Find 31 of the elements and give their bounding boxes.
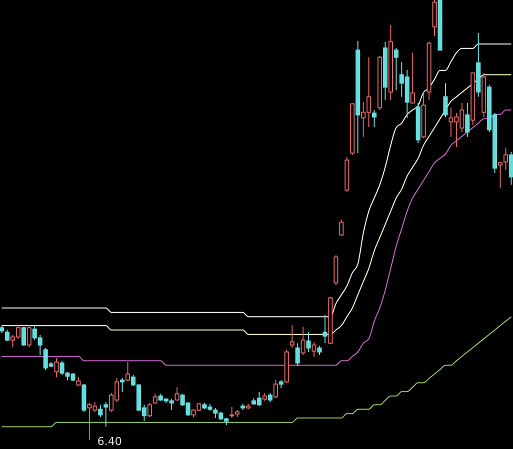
candlestick bbox=[104, 402, 108, 428]
candlestick bbox=[339, 220, 344, 236]
candlestick bbox=[317, 345, 322, 356]
candlestick bbox=[300, 326, 306, 356]
annotation: 6.40 bbox=[97, 435, 122, 448]
candlestick bbox=[498, 161, 503, 188]
candlestick bbox=[465, 102, 470, 138]
candlestick bbox=[290, 324, 294, 349]
candlestick bbox=[394, 47, 398, 91]
candlestick bbox=[372, 110, 377, 128]
candlestick bbox=[306, 332, 311, 352]
candlestick bbox=[230, 406, 234, 418]
candlestick bbox=[268, 392, 272, 403]
candlestick bbox=[54, 358, 59, 378]
candlestick bbox=[125, 362, 130, 382]
candlestick bbox=[26, 324, 32, 348]
candlestick bbox=[4, 330, 10, 342]
candlestick bbox=[322, 314, 328, 344]
candlestick bbox=[503, 147, 508, 170]
candlestick bbox=[508, 151, 513, 186]
candlestick bbox=[295, 342, 300, 367]
candlestick bbox=[21, 326, 26, 346]
candlestick bbox=[98, 404, 103, 418]
candlestick bbox=[147, 402, 152, 418]
candlestick bbox=[120, 377, 125, 393]
candlestick bbox=[312, 341, 316, 358]
candlestick bbox=[443, 82, 448, 118]
candlestick bbox=[152, 393, 158, 404]
candlestick bbox=[174, 386, 180, 402]
candlestick bbox=[410, 52, 415, 104]
candlestick bbox=[273, 380, 278, 399]
